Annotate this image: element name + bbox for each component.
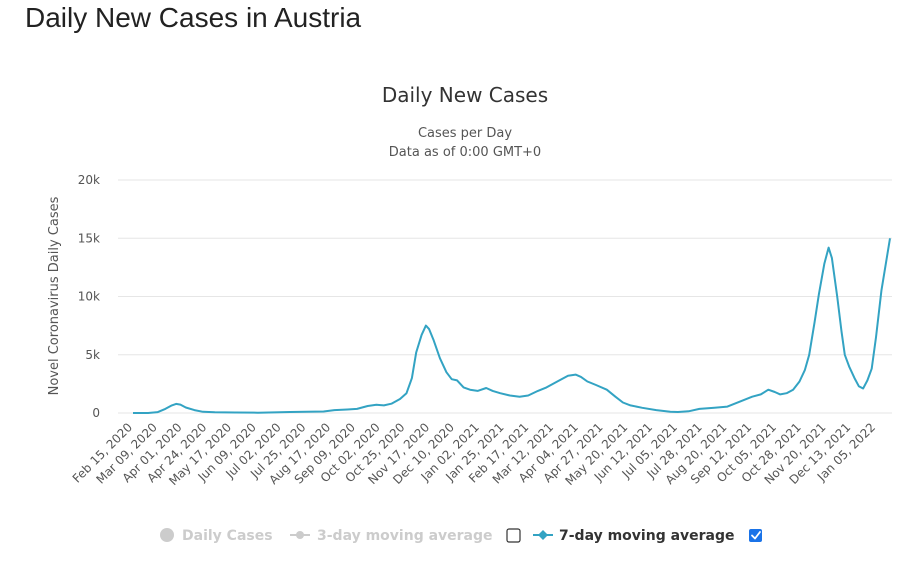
legend-item-daily-cases[interactable]: Daily Cases bbox=[160, 528, 273, 544]
chart-title: Daily New Cases bbox=[382, 83, 548, 107]
legend-7-day-marker bbox=[538, 530, 548, 540]
y-tick-label: 0 bbox=[92, 406, 100, 420]
legend-item-3-day-average[interactable]: 3-day moving average bbox=[290, 528, 493, 544]
checkbox-7-day-average[interactable] bbox=[749, 529, 762, 542]
legend: Daily Cases 3-day moving average 7-day m… bbox=[160, 528, 762, 544]
page-title: Daily New Cases in Austria bbox=[25, 2, 362, 33]
legend-3-day-marker bbox=[296, 531, 304, 539]
y-axis-ticks: 0 5k 10k 15k 20k bbox=[78, 173, 100, 420]
y-tick-label: 15k bbox=[78, 231, 100, 245]
legend-7-day-label: 7-day moving average bbox=[559, 528, 735, 544]
series-group bbox=[133, 238, 891, 414]
chart-subtitle: Cases per Day bbox=[418, 126, 512, 141]
y-tick-label: 5k bbox=[85, 348, 100, 362]
y-tick-label: 20k bbox=[78, 173, 100, 187]
chart-subtitle-date: Data as of 0:00 GMT+0 bbox=[389, 145, 541, 160]
legend-3-day-label: 3-day moving average bbox=[317, 528, 493, 544]
y-axis-title: Novel Coronavirus Daily Cases bbox=[47, 196, 62, 395]
legend-item-7-day-average[interactable]: 7-day moving average bbox=[533, 528, 735, 544]
checkbox-3-day-average[interactable] bbox=[506, 528, 521, 543]
y-tick-label: 10k bbox=[78, 290, 100, 304]
legend-daily-cases-label: Daily Cases bbox=[182, 528, 273, 544]
legend-daily-cases-marker bbox=[160, 528, 174, 542]
series-line-7-day-average bbox=[133, 238, 891, 414]
grid-lines bbox=[118, 179, 892, 414]
